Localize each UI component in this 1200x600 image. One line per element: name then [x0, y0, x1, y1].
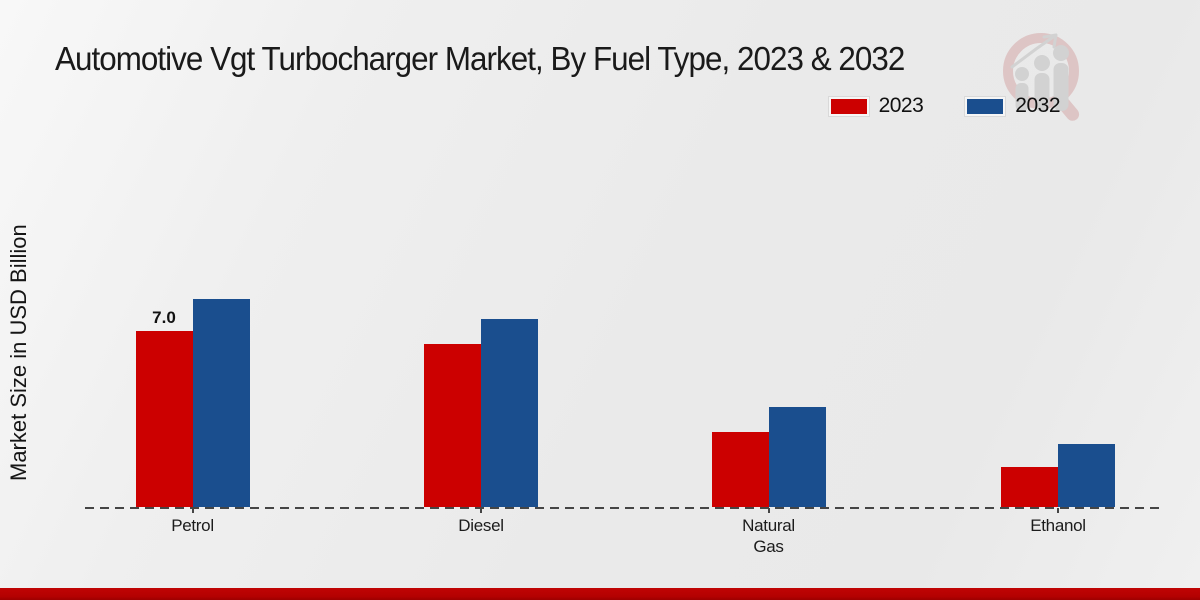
bar-2023-natural-gas	[711, 431, 769, 507]
legend-item-2023: 2023	[828, 94, 924, 118]
legend-swatch-2032-icon	[965, 96, 1006, 116]
bar-2032-diesel	[481, 318, 538, 507]
x-axis-tick-natural-gas	[767, 508, 770, 513]
chart-legend: 2023 2032	[828, 94, 1060, 118]
category-label-diesel: Diesel	[458, 516, 504, 535]
x-axis-baseline	[85, 507, 1163, 509]
legend-item-2032: 2032	[965, 94, 1060, 118]
bar-2032-ethanol	[1058, 444, 1115, 507]
bar-2023-diesel	[424, 343, 481, 507]
legend-swatch-2023-icon	[828, 96, 869, 116]
market-research-magnifier-logo-icon	[1003, 33, 1080, 121]
bar-2023-petrol	[135, 331, 193, 507]
x-axis-tick-ethanol	[1057, 508, 1059, 513]
bar-value-label-2023-petrol: 7.0	[152, 308, 176, 328]
footer-accent-bar	[0, 588, 1200, 600]
bar-2032-petrol	[192, 298, 250, 507]
legend-label-2023: 2023	[878, 94, 924, 117]
bar-2032-natural-gas	[768, 406, 826, 507]
category-label-petrol: Petrol	[171, 516, 214, 535]
x-axis-tick-diesel	[480, 508, 482, 513]
category-label-ethanol: Ethanol	[1030, 516, 1086, 535]
legend-label-2032: 2032	[1015, 94, 1060, 117]
chart-title: Automotive Vgt Turbocharger Market, By F…	[55, 40, 905, 77]
x-axis-tick-petrol	[191, 508, 194, 513]
bar-2023-ethanol	[1001, 466, 1058, 507]
category-label-natural-gas: Natural Gas	[742, 516, 795, 557]
